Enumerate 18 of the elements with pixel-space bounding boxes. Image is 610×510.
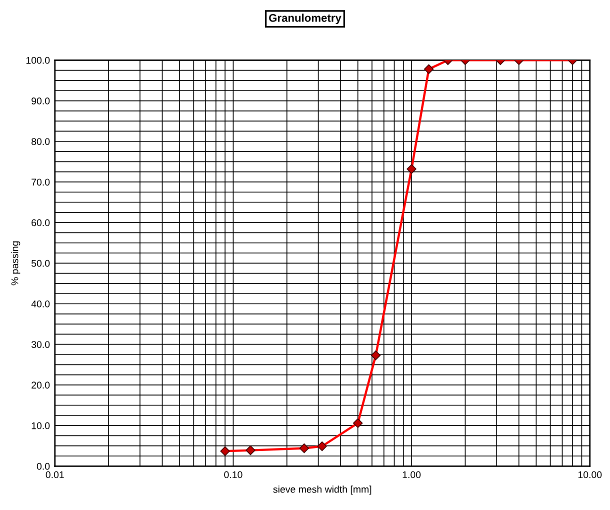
x-tick-label: 10.00 xyxy=(578,471,602,478)
y-tick-label: 70.0 xyxy=(32,178,50,186)
y-axis-title: % passing xyxy=(11,241,20,286)
chart-title: Granulometry xyxy=(269,14,342,24)
x-tick-label: 0.01 xyxy=(46,471,64,478)
y-tick-label: 40.0 xyxy=(31,300,50,308)
y-tick-label: 30.0 xyxy=(31,341,50,348)
x-tick-label: 0.10 xyxy=(224,471,242,478)
y-tick-label: 80.0 xyxy=(32,138,50,145)
x-tick-label: 1.00 xyxy=(402,471,421,478)
x-axis-title: sieve mesh width [mm] xyxy=(273,486,372,495)
y-tick-label: 100.0 xyxy=(26,56,50,64)
y-tick-label: 60.0 xyxy=(32,219,50,226)
y-tick-label: 20.0 xyxy=(32,382,50,389)
y-tick-label: 10.0 xyxy=(32,422,50,430)
y-tick-label: 50.0 xyxy=(32,260,50,267)
y-tick-label: 90.0 xyxy=(32,98,50,104)
y-tick-label: 0.0 xyxy=(36,462,50,470)
